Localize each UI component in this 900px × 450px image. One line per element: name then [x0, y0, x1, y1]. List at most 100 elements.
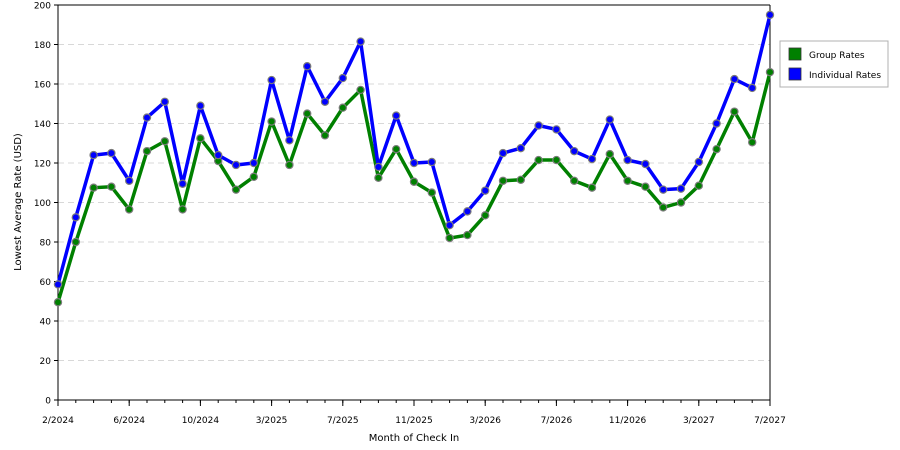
- y-tick-label: 140: [34, 120, 51, 130]
- data-point-individual-rates: [249, 158, 258, 168]
- data-point-group-rates: [142, 146, 152, 156]
- data-point-individual-rates: [71, 213, 81, 222]
- data-point-group-rates: [748, 138, 757, 147]
- data-point-group-rates: [641, 182, 650, 191]
- data-point-group-rates: [53, 298, 63, 307]
- data-point-individual-rates: [409, 158, 419, 168]
- series-individual-rates: [53, 10, 775, 289]
- data-point-group-rates: [676, 198, 686, 207]
- data-point-group-rates: [374, 173, 383, 183]
- data-point-individual-rates: [142, 113, 152, 122]
- y-tick-label: 40: [40, 318, 52, 328]
- data-point-group-rates: [196, 134, 205, 143]
- data-point-individual-rates: [53, 280, 63, 289]
- y-tick-label: 100: [34, 199, 51, 209]
- data-point-individual-rates: [463, 207, 472, 216]
- data-point-group-rates: [285, 160, 294, 170]
- data-point-individual-rates: [676, 184, 686, 193]
- legend-swatch-individual-rates: [788, 67, 802, 81]
- data-point-group-rates: [516, 175, 526, 184]
- data-point-group-rates: [71, 237, 81, 247]
- data-point-individual-rates: [534, 121, 543, 130]
- data-point-group-rates: [534, 155, 543, 165]
- data-point-individual-rates: [552, 125, 561, 134]
- data-point-individual-rates: [498, 148, 508, 158]
- data-point-individual-rates: [338, 73, 347, 83]
- data-point-individual-rates: [427, 157, 436, 167]
- legend-swatch-group-rates: [788, 47, 802, 61]
- data-point-group-rates: [712, 144, 721, 154]
- data-point-individual-rates: [481, 186, 490, 195]
- data-point-group-rates: [570, 176, 579, 185]
- data-point-group-rates: [623, 176, 632, 185]
- data-point-group-rates: [124, 205, 134, 214]
- x-tick-label: 3/2027: [683, 416, 715, 426]
- data-point-individual-rates: [730, 74, 739, 84]
- data-point-individual-rates: [694, 157, 704, 167]
- data-point-group-rates: [694, 181, 704, 190]
- data-point-individual-rates: [160, 97, 169, 106]
- data-point-group-rates: [427, 188, 436, 197]
- data-point-individual-rates: [765, 10, 775, 20]
- y-axis-title: Lowest Average Rate (USD): [13, 133, 24, 271]
- y-tick-label: 200: [34, 2, 51, 12]
- data-point-group-rates: [89, 183, 98, 192]
- data-point-individual-rates: [641, 159, 650, 169]
- data-point-individual-rates: [285, 136, 294, 145]
- data-point-group-rates: [303, 109, 312, 118]
- y-tick-label: 60: [40, 278, 52, 288]
- y-tick-label: 120: [34, 160, 51, 170]
- series-layer: [53, 10, 775, 307]
- data-point-individual-rates: [659, 185, 668, 194]
- data-point-group-rates: [481, 211, 490, 220]
- data-point-group-rates: [320, 131, 330, 140]
- x-tick-label: 3/2026: [469, 416, 501, 426]
- x-tick-label: 7/2026: [541, 416, 573, 426]
- legend-label-individual-rates: Individual Rates: [809, 71, 881, 81]
- data-point-individual-rates: [196, 101, 205, 110]
- series-line-individual-rates: [56, 13, 772, 287]
- data-point-individual-rates: [231, 160, 241, 170]
- x-tick-label: 10/2024: [182, 416, 220, 426]
- data-point-group-rates: [267, 117, 276, 126]
- x-tick-label: 6/2024: [113, 416, 145, 426]
- data-point-group-rates: [730, 107, 739, 116]
- series-group-rates: [53, 67, 775, 307]
- data-point-group-rates: [338, 103, 347, 112]
- y-tick-label: 160: [34, 81, 51, 91]
- data-point-individual-rates: [570, 146, 579, 156]
- data-point-group-rates: [463, 230, 472, 240]
- x-tick-label: 11/2026: [609, 416, 647, 426]
- data-point-individual-rates: [320, 97, 330, 106]
- data-point-group-rates: [356, 85, 365, 95]
- data-point-individual-rates: [374, 162, 383, 172]
- y-tick-label: 0: [45, 397, 51, 407]
- data-point-individual-rates: [213, 150, 223, 160]
- data-point-individual-rates: [267, 75, 276, 85]
- y-tick-label: 20: [40, 357, 52, 367]
- data-point-group-rates: [552, 155, 561, 165]
- data-point-individual-rates: [178, 179, 187, 188]
- data-point-group-rates: [392, 144, 401, 154]
- axes: 0 20 40 60 80 100 120 140 160 180 200 2/2024 6/2024 1…: [34, 2, 786, 427]
- data-point-individual-rates: [445, 221, 454, 230]
- data-point-group-rates: [605, 149, 615, 159]
- data-point-group-rates: [178, 205, 187, 214]
- data-point-individual-rates: [356, 37, 365, 46]
- data-point-group-rates: [249, 172, 258, 182]
- data-point-individual-rates: [392, 111, 401, 120]
- data-point-individual-rates: [107, 148, 116, 158]
- y-tick-label: 180: [34, 41, 51, 51]
- data-point-individual-rates: [623, 155, 632, 165]
- data-point-group-rates: [659, 203, 668, 212]
- data-point-group-rates: [409, 177, 419, 186]
- data-point-individual-rates: [303, 62, 312, 71]
- x-axis-title: Month of Check In: [369, 433, 460, 444]
- data-point-individual-rates: [587, 154, 597, 164]
- legend-label-group-rates: Group Rates: [809, 51, 865, 61]
- data-point-group-rates: [160, 137, 169, 146]
- x-tick-label: 7/2027: [754, 416, 786, 426]
- x-tick-label: 3/2025: [256, 416, 288, 426]
